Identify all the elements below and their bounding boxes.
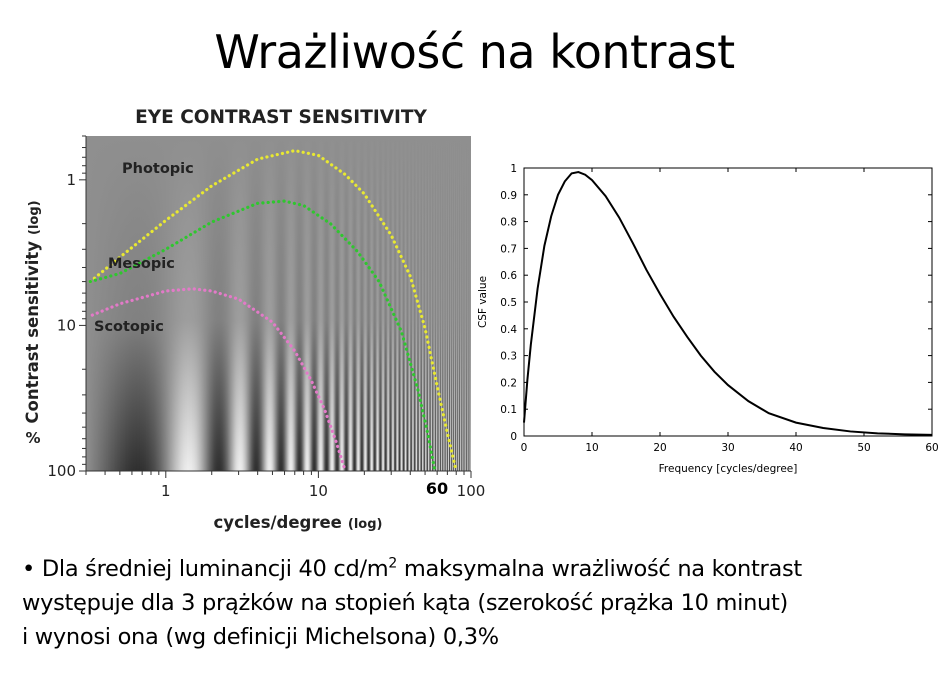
left-ticks: 1 10 100 1 10 100 [47, 135, 486, 500]
csf-x-tick-label: 0 [521, 442, 528, 454]
csf-curve [523, 170, 933, 436]
left-chart-title: EYE CONTRAST SENSITIVITY [135, 107, 427, 128]
series-label-scotopic: Scotopic [94, 319, 164, 335]
bullet-line1-text: Dla średniej luminancji 40 cd/m [41, 556, 389, 582]
csf-chart: 0 10 20 30 40 50 60 0 0.1 0.2 0.3 0.4 0.5 0.6 0.7 0.8 0.… [477, 163, 939, 475]
csf-y-tick-label: 0 [510, 431, 517, 443]
slide-title: Wrażliwość na kontrast [214, 25, 735, 79]
curve-photopic [88, 148, 458, 471]
csf-y-tick-label: 0.9 [500, 190, 517, 202]
left-chart-plot-area [86, 136, 471, 471]
csf-plot-frame [523, 167, 933, 437]
csf-y-tick-label: 0.2 [500, 377, 517, 389]
csf-ticks: 0 10 20 30 40 50 60 0 0.1 0.2 0.3 0.4 0.5 0.6 0.7 0.8 0.… [500, 163, 938, 454]
csf-x-axis-label: Frequency [cycles/degree] [659, 463, 798, 475]
csf-y-tick-label: 0.4 [500, 324, 517, 336]
csf-x-tick-label: 10 [585, 442, 598, 454]
x-tick-label: 10 [309, 482, 328, 500]
annotation-60: 60 [426, 479, 448, 498]
left-curves [88, 148, 458, 471]
bullet-symbol: • [22, 556, 35, 582]
series-label-photopic: Photopic [122, 161, 194, 177]
csf-y-tick-label: 0.8 [500, 217, 517, 229]
csf-y-tick-label: 0.1 [500, 404, 517, 416]
bullet-paragraph: • Dla średniej luminancji 40 cd/m2 maksy… [22, 552, 942, 654]
csf-x-tick-label: 60 [925, 442, 938, 454]
x-tick-label: 100 [457, 482, 486, 500]
left-x-axis-label: cycles/degree (log) [214, 513, 383, 532]
csf-x-tick-label: 20 [653, 442, 666, 454]
csf-x-tick-label: 30 [721, 442, 734, 454]
csf-y-tick-label: 0.5 [500, 297, 517, 309]
csf-y-tick-label: 1 [510, 163, 517, 175]
y-tick-label: 10 [57, 316, 76, 334]
y-tick-label: 100 [47, 462, 76, 480]
bullet-line3: i wynosi ona (wg definicji Michelsona) 0… [22, 624, 499, 650]
curve-mesopic [88, 199, 437, 471]
left-y-axis-unit: % [25, 429, 40, 447]
csf-x-tick-label: 40 [789, 442, 802, 454]
csf-y-axis-label: CSF value [477, 276, 489, 328]
csf-y-tick-label: 0.3 [500, 351, 517, 363]
curve-scotopic [90, 287, 347, 471]
csf-y-tick-label: 0.7 [500, 243, 517, 255]
x-tick-label: 1 [161, 482, 171, 500]
y-tick-label: 1 [66, 171, 76, 189]
csf-y-tick-label: 0.6 [500, 270, 517, 282]
bullet-superscript: 2 [388, 555, 397, 572]
bullet-line2: występuje dla 3 prążków na stopień kąta … [22, 590, 788, 616]
bullet-line1-rest: maksymalna wrażliwość na kontrast [396, 556, 802, 582]
grating-fade-overlay [86, 136, 471, 471]
eye-contrast-sensitivity-chart: EYE CONTRAST SENSITIVITY 1 10 100 1 10 100 Ph… [23, 107, 486, 532]
left-y-axis-label: Contrast sensitivity(log) [23, 200, 42, 423]
csf-x-tick-label: 50 [857, 442, 870, 454]
series-label-mesopic: Mesopic [108, 256, 175, 272]
